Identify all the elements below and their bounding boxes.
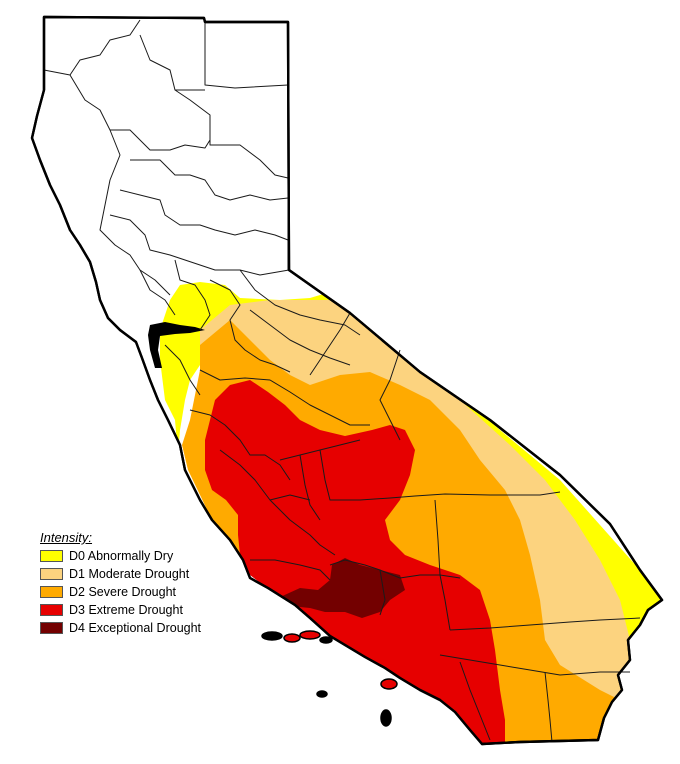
- legend-label-d3: D3 Extreme Drought: [69, 603, 183, 617]
- legend-item-d1: D1 Moderate Drought: [40, 565, 201, 583]
- legend-label-d1: D1 Moderate Drought: [69, 567, 190, 581]
- channel-islands: [261, 630, 398, 727]
- legend-label-d2: D2 Severe Drought: [69, 585, 177, 599]
- legend-label-d4: D4 Exceptional Drought: [69, 621, 202, 635]
- sf-bay-water: [148, 322, 205, 368]
- legend-title: Intensity:: [40, 530, 93, 545]
- legend-swatch-d4: [40, 622, 63, 634]
- legend-item-d4: D4 Exceptional Drought: [40, 619, 201, 637]
- legend-swatch-d0: [40, 550, 63, 562]
- legend-swatch-d1: [40, 568, 63, 580]
- legend-label-d0: D0 Abnormally Dry: [69, 549, 174, 563]
- county-boundaries: [43, 17, 641, 743]
- legend-swatch-d2: [40, 586, 63, 598]
- legend-item-d2: D2 Severe Drought: [40, 583, 201, 601]
- d4-exceptional-drought-area: [278, 558, 405, 618]
- drought-areas: [160, 282, 662, 744]
- legend-item-d3: D3 Extreme Drought: [40, 601, 201, 619]
- california-outline-path: [30, 15, 664, 746]
- legend-item-d0: D0 Abnormally Dry: [40, 547, 201, 565]
- legend-swatch-d3: [40, 604, 63, 616]
- legend: Intensity: D0 Abnormally Dry D1 Moderate…: [40, 530, 201, 637]
